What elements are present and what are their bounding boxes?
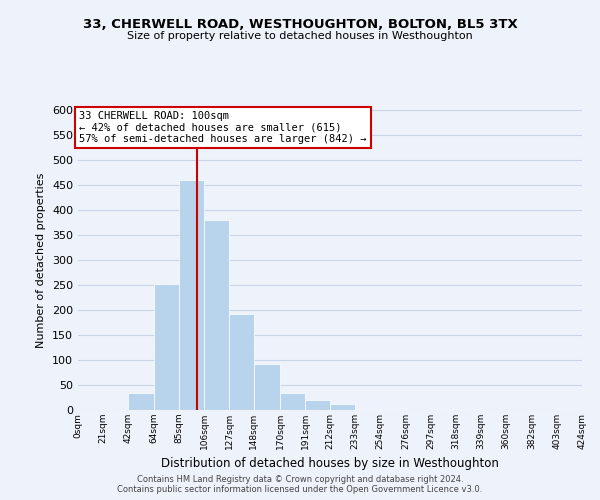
Text: 33 CHERWELL ROAD: 100sqm
← 42% of detached houses are smaller (615)
57% of semi-: 33 CHERWELL ROAD: 100sqm ← 42% of detach… <box>79 111 367 144</box>
Y-axis label: Number of detached properties: Number of detached properties <box>37 172 46 348</box>
Bar <box>431 409 456 410</box>
Bar <box>179 180 204 410</box>
Bar <box>204 220 229 410</box>
Text: Contains HM Land Registry data © Crown copyright and database right 2024.: Contains HM Land Registry data © Crown c… <box>137 475 463 484</box>
Bar <box>557 408 582 410</box>
Text: Size of property relative to detached houses in Westhoughton: Size of property relative to detached ho… <box>127 31 473 41</box>
Bar <box>254 364 280 410</box>
Text: Contains public sector information licensed under the Open Government Licence v3: Contains public sector information licen… <box>118 485 482 494</box>
Text: 33, CHERWELL ROAD, WESTHOUGHTON, BOLTON, BL5 3TX: 33, CHERWELL ROAD, WESTHOUGHTON, BOLTON,… <box>83 18 517 30</box>
Bar <box>280 392 305 410</box>
Bar <box>229 314 254 410</box>
Bar <box>305 400 330 410</box>
Bar <box>330 404 355 410</box>
Bar <box>355 409 380 410</box>
Bar <box>128 392 154 410</box>
X-axis label: Distribution of detached houses by size in Westhoughton: Distribution of detached houses by size … <box>161 458 499 470</box>
Bar <box>380 409 406 410</box>
Bar <box>456 409 481 410</box>
Bar <box>154 284 179 410</box>
